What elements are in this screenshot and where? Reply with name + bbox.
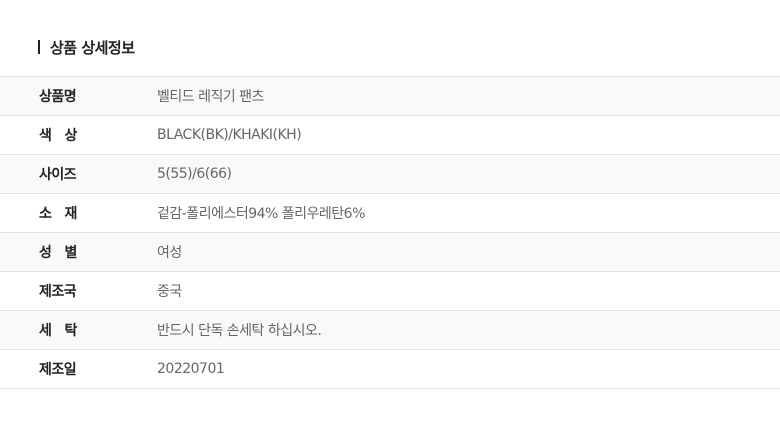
title-bar-marker xyxy=(38,40,40,54)
table-row: 상품명 벨티드 레직기 팬츠 xyxy=(0,77,780,116)
table-row: 색 상 BLACK(BK)/KHAKI(KH) xyxy=(0,116,780,155)
row-value: 여성 xyxy=(157,245,182,261)
row-label: 제조국 xyxy=(39,284,77,300)
section-title: 상품 상세정보 xyxy=(38,36,135,58)
product-info-table: 상품명 벨티드 레직기 팬츠 색 상 BLACK(BK)/KHAKI(KH) 사이즈… xyxy=(0,76,780,389)
row-value: 반드시 단독 손세탁 하십시오. xyxy=(157,323,322,339)
row-label: 색 상 xyxy=(39,128,77,144)
row-value: 벨티드 레직기 팬츠 xyxy=(157,89,264,105)
table-row: 성 별 여성 xyxy=(0,233,780,272)
row-label: 소 재 xyxy=(39,206,77,222)
section-title-text: 상품 상세정보 xyxy=(50,38,135,57)
row-value: 20220701 xyxy=(157,361,225,377)
row-value: 5(55)/6(66) xyxy=(157,166,232,182)
row-label: 상품명 xyxy=(39,89,77,105)
row-label: 성 별 xyxy=(39,245,77,261)
table-row: 소 재 겉감-폴리에스터94% 폴리우레탄6% xyxy=(0,194,780,233)
row-value: 겉감-폴리에스터94% 폴리우레탄6% xyxy=(157,206,365,222)
table-row: 제조일 20220701 xyxy=(0,350,780,389)
row-label: 사이즈 xyxy=(39,167,77,183)
row-label: 제조일 xyxy=(39,362,77,378)
row-label: 세 탁 xyxy=(39,323,77,339)
table-row: 세 탁 반드시 단독 손세탁 하십시오. xyxy=(0,311,780,350)
table-row: 제조국 중국 xyxy=(0,272,780,311)
row-value: 중국 xyxy=(157,284,182,300)
table-row: 사이즈 5(55)/6(66) xyxy=(0,155,780,194)
row-value: BLACK(BK)/KHAKI(KH) xyxy=(157,127,302,143)
